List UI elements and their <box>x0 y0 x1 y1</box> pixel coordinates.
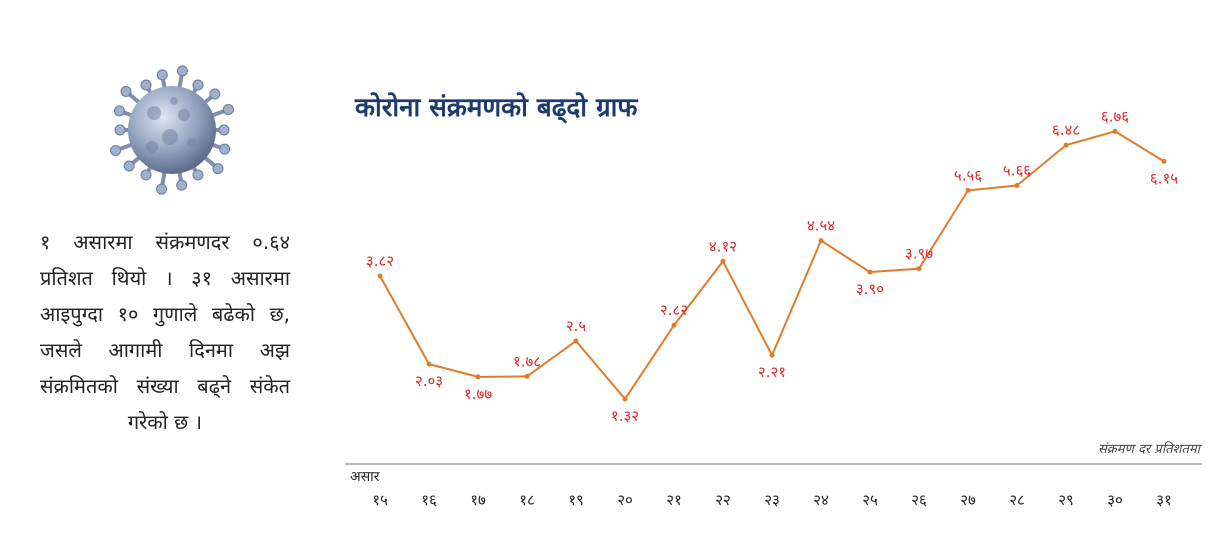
data-label: ६.१५ <box>1150 169 1178 187</box>
data-label: ५.५६ <box>954 166 982 184</box>
data-point <box>769 352 775 358</box>
x-tick-label: २० <box>617 491 633 509</box>
data-point <box>965 187 971 193</box>
data-points <box>377 128 1167 402</box>
x-tick-labels: १५ १६ १७ १८ १९ २० २१ २२ २३ २४ २५ २६ २७ २८ २९ ३० ३१ <box>372 491 1172 509</box>
x-tick-label: २१ <box>666 491 682 509</box>
data-label: १.३२ <box>611 407 639 425</box>
x-tick-label: २२ <box>715 491 731 509</box>
data-label: ६.७६ <box>1101 107 1129 125</box>
data-point <box>1063 142 1069 148</box>
x-tick-label: १५ <box>372 491 388 509</box>
data-point <box>671 322 677 328</box>
x-tick-label: १८ <box>519 491 535 509</box>
data-point <box>720 258 726 264</box>
series-line <box>379 130 1165 401</box>
data-label: २.५ <box>566 317 587 335</box>
data-point <box>1014 182 1020 188</box>
data-label: ३.९७ <box>905 245 933 263</box>
data-label: ३.९० <box>856 280 884 298</box>
axis-annotation: संक्रमण दर प्रतिशतमा <box>1098 441 1203 457</box>
caption-text: १ असारमा संक्रमणदर ०.६४ प्रतिशत थियो । ३… <box>40 230 290 434</box>
data-label: १.७७ <box>464 385 492 403</box>
data-label: ४.५४ <box>807 217 835 235</box>
x-tick-label: १७ <box>470 491 486 509</box>
x-tick-label: ३१ <box>1156 491 1172 509</box>
line-chart: संक्रमण दर प्रतिशतमा असार १५ १६ १७ १८ १९ २० २१… <box>345 107 1203 509</box>
x-tick-label: २७ <box>960 491 976 509</box>
x-tick-label: २९ <box>1058 491 1074 509</box>
x-axis-label: असार <box>350 469 380 485</box>
data-label: ६.४८ <box>1052 121 1080 139</box>
x-tick-label: २८ <box>1009 491 1025 509</box>
data-labels: ३.८२ २.०३ १.७७ १.७८ २.५ १.३२ २.८२ ४.१२ २.२१ ४.५४ ३… <box>366 107 1178 425</box>
data-point <box>573 338 579 344</box>
data-point <box>426 361 432 367</box>
data-label: ५.६६ <box>1003 161 1031 179</box>
x-tick-label: १९ <box>568 491 584 509</box>
x-tick-label: २३ <box>764 491 780 509</box>
data-point <box>1112 128 1118 134</box>
data-label: १.७८ <box>513 352 541 370</box>
data-label: २.०३ <box>415 372 443 390</box>
data-point <box>377 273 383 279</box>
data-label: ३.८२ <box>366 252 394 270</box>
data-point <box>622 396 628 402</box>
data-label: २.८२ <box>660 301 688 319</box>
x-tick-label: ३० <box>1107 491 1123 509</box>
data-point <box>818 238 824 244</box>
data-label: २.२१ <box>758 363 786 381</box>
data-point <box>475 374 481 380</box>
virus-illustration <box>110 65 234 195</box>
x-tick-label: २५ <box>862 491 878 509</box>
x-tick-label: २४ <box>813 491 829 509</box>
data-point <box>1161 158 1167 164</box>
data-label: ४.१२ <box>709 237 737 255</box>
x-tick-label: २६ <box>911 491 927 509</box>
x-tick-label: १६ <box>421 491 437 509</box>
data-point <box>916 266 922 272</box>
data-point <box>524 373 530 379</box>
chart-title: कोरोना संक्रमणको बढ्दो ग्राफ <box>355 93 638 123</box>
data-point <box>867 269 873 275</box>
